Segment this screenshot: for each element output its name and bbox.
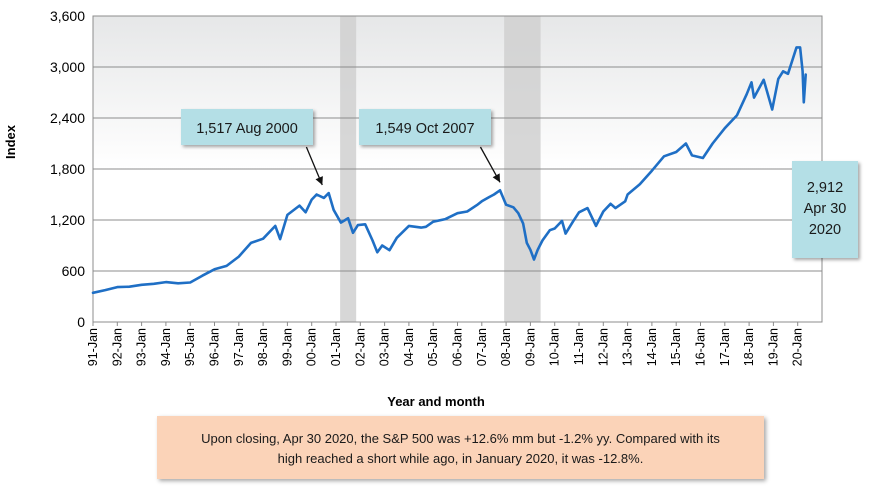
summary-line-2: high reached a short while ago, in Janua… xyxy=(277,451,644,466)
x-tick-label: 16-Jan xyxy=(694,328,708,366)
x-tick-label: 92-Jan xyxy=(110,328,124,366)
x-tick-label: 97-Jan xyxy=(232,328,246,366)
x-tick-label: 96-Jan xyxy=(208,328,222,366)
peak-callout-box xyxy=(359,109,491,145)
x-tick-label: 15-Jan xyxy=(669,328,683,366)
x-tick-label: 95-Jan xyxy=(183,328,197,366)
callout-arrow-head xyxy=(492,173,501,183)
x-tick-label: 03-Jan xyxy=(378,328,392,366)
latest-value-box xyxy=(792,161,858,258)
x-tick-label: 12-Jan xyxy=(596,328,610,366)
callout-arrow-head xyxy=(315,176,323,186)
y-tick-label: 2,400 xyxy=(50,110,85,126)
x-tick-label: 17-Jan xyxy=(718,328,732,366)
x-tick-label: 98-Jan xyxy=(256,328,270,366)
x-tick-label: 91-Jan xyxy=(86,328,100,366)
x-tick-label: 07-Jan xyxy=(475,328,489,366)
x-tick-label: 19-Jan xyxy=(766,328,780,366)
y-tick-label: 1,200 xyxy=(50,212,85,228)
x-tick-label: 13-Jan xyxy=(621,328,635,366)
x-axis-label: Year and month xyxy=(387,394,485,409)
x-tick-label: 20-Jan xyxy=(791,328,805,366)
x-tick-label: 93-Jan xyxy=(135,328,149,366)
peak-callout-box xyxy=(181,109,313,145)
x-tick-label: 02-Jan xyxy=(353,328,367,366)
y-tick-label: 1,800 xyxy=(50,161,85,177)
x-tick-label: 10-Jan xyxy=(548,328,562,366)
x-tick-label: 05-Jan xyxy=(426,328,440,366)
peak-callout-text: 1,549 Oct 2007 xyxy=(375,121,474,137)
latest-value-line: 2020 xyxy=(809,222,841,238)
x-tick-label: 00-Jan xyxy=(305,328,319,366)
summary-note: Upon closing, Apr 30 2020, the S&P 500 w… xyxy=(157,416,764,479)
x-tick-label: 94-Jan xyxy=(159,328,173,366)
latest-value-line: 2,912 xyxy=(807,180,843,196)
x-tick-label: 11-Jan xyxy=(572,328,586,365)
y-tick-label: 0 xyxy=(77,314,85,330)
summary-line-1: Upon closing, Apr 30 2020, the S&P 500 w… xyxy=(201,431,720,446)
x-tick-label: 06-Jan xyxy=(451,328,465,366)
latest-value-line: Apr 30 xyxy=(804,201,847,217)
y-tick-label: 3,600 xyxy=(50,8,85,24)
x-tick-label: 04-Jan xyxy=(402,328,416,366)
peak-callout-text: 1,517 Aug 2000 xyxy=(196,121,298,137)
x-tick-label: 18-Jan xyxy=(742,328,756,366)
x-tick-label: 09-Jan xyxy=(523,328,537,366)
y-axis-label: Index xyxy=(3,124,18,159)
y-tick-label: 600 xyxy=(62,263,86,279)
y-tick-label: 3,000 xyxy=(50,59,85,75)
x-tick-label: 08-Jan xyxy=(499,328,513,366)
sp500-series-line xyxy=(91,46,807,295)
x-tick-label: 14-Jan xyxy=(645,328,659,366)
x-tick-label: 99-Jan xyxy=(280,328,294,366)
x-tick-label: 01-Jan xyxy=(329,328,343,366)
